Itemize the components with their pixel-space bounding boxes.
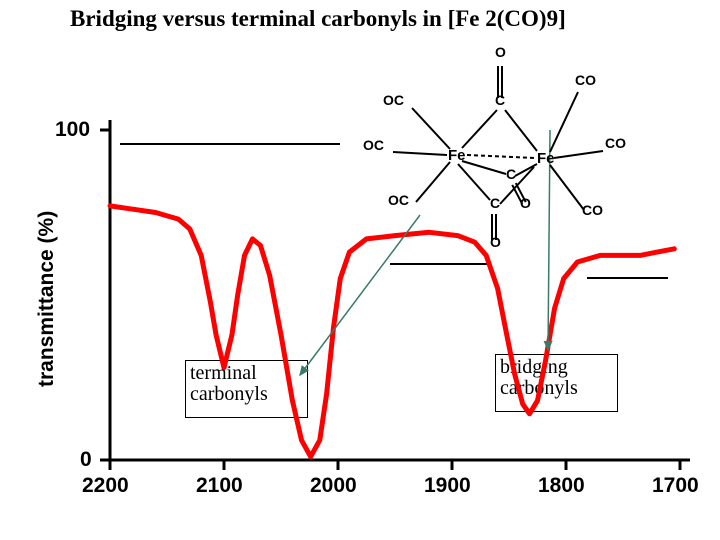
co-label-3: CO bbox=[575, 72, 596, 88]
co-label-0: OC bbox=[383, 92, 404, 108]
co-label-5: CO bbox=[582, 202, 603, 218]
co-label-2: OC bbox=[388, 192, 409, 208]
co-label-4: CO bbox=[605, 135, 626, 151]
c-label-0: C bbox=[495, 92, 505, 108]
co-label-1: OC bbox=[363, 137, 384, 153]
atom-fe2: Fe bbox=[537, 150, 555, 167]
c-label-2: C bbox=[490, 195, 500, 211]
o-label-1: O bbox=[520, 195, 531, 211]
ir-spectrum-chart bbox=[0, 0, 720, 540]
c-label-1: C bbox=[506, 166, 516, 182]
atom-fe1: Fe bbox=[448, 147, 466, 164]
o-label-2: O bbox=[490, 234, 501, 250]
o-label-0: O bbox=[495, 44, 506, 60]
spectrum-line bbox=[110, 206, 674, 457]
